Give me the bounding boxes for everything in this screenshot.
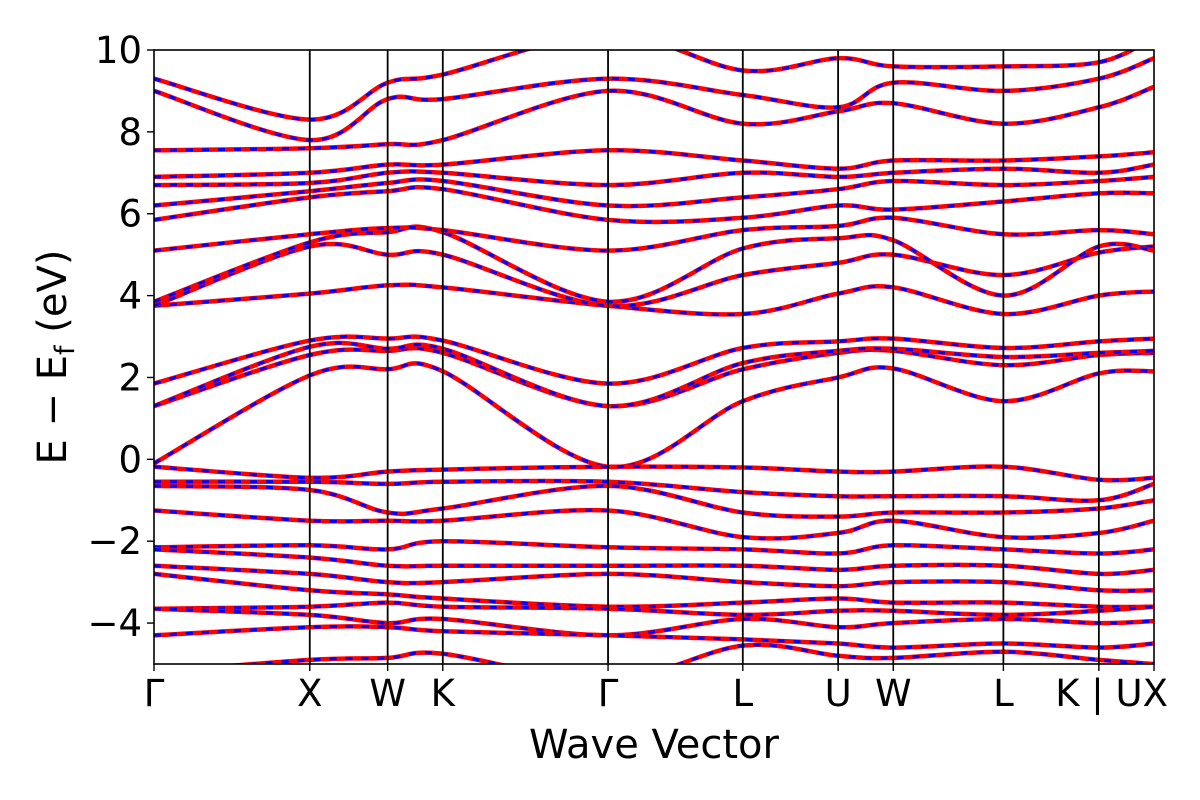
band-16-line — [154, 464, 1154, 483]
y-tick-label-5: 6 — [118, 193, 142, 236]
band-8 — [154, 215, 1154, 253]
band-18 — [154, 483, 1154, 519]
band-25-line — [154, 606, 1154, 638]
x-tick-label-3: K — [431, 672, 457, 715]
band-11-overlay — [154, 163, 1154, 187]
band-16 — [154, 464, 1154, 483]
band-4 — [154, 334, 1154, 386]
band-20 — [154, 538, 1154, 556]
band-10 — [154, 174, 1154, 209]
y-axis-title-sub: f — [50, 344, 81, 355]
band-4-overlay — [154, 335, 1154, 386]
y-tick-label-7: 10 — [95, 29, 142, 72]
plot-frame — [153, 49, 1155, 665]
band-23 — [154, 571, 1154, 610]
band-5-overlay — [154, 283, 1154, 316]
x-tick-label-5: L — [732, 672, 753, 715]
band-5 — [154, 282, 1154, 317]
x-tick-label-2: W — [369, 672, 406, 715]
band-6 — [154, 241, 1154, 309]
x-axis-title: Wave Vector — [529, 722, 780, 768]
band-11 — [154, 162, 1154, 188]
band-17-line — [154, 478, 1154, 503]
x-tick-label-9: K | U — [1055, 672, 1142, 715]
band-19-overlay — [154, 508, 1154, 540]
band-13 — [154, 84, 1154, 153]
y-tick-label-4: 4 — [118, 275, 142, 318]
high-symmetry-lines — [308, 50, 1100, 664]
band-9-line — [154, 185, 1154, 225]
band-8-overlay — [154, 216, 1154, 253]
y-tick-label-3: 2 — [118, 356, 142, 399]
band-21-line — [154, 547, 1154, 577]
band-22 — [154, 563, 1154, 594]
x-tick-label-0: Γ — [144, 672, 165, 715]
band-12-line — [154, 148, 1154, 180]
band-24 — [154, 600, 1154, 618]
band-19 — [154, 507, 1154, 541]
band-27-line — [225, 642, 1154, 664]
band-9 — [154, 185, 1154, 225]
y-tick-label-1: −2 — [87, 520, 142, 563]
x-tick-label-4: Γ — [598, 672, 619, 715]
band-1 — [154, 361, 1154, 470]
band-23-line — [154, 571, 1154, 610]
band-25 — [154, 606, 1154, 638]
band-22-line — [154, 563, 1154, 594]
x-tick-label-8: L — [993, 672, 1014, 715]
band-7 — [154, 224, 1154, 304]
band-24-line — [154, 600, 1154, 618]
x-tick-label-1: X — [297, 672, 322, 715]
band-15-overlay — [154, 50, 1136, 122]
y-axis-title: E − Ef (eV) — [30, 250, 81, 465]
band-20-line — [154, 538, 1154, 556]
y-axis-title-main: E − E — [30, 355, 76, 465]
band-26-line — [154, 624, 1154, 650]
band-6-overlay — [154, 242, 1154, 308]
y-tick-label-0: −4 — [87, 602, 142, 645]
band-13-overlay — [154, 85, 1154, 152]
band-18-overlay — [154, 484, 1154, 519]
bands-layer — [154, 50, 1154, 664]
band-17 — [154, 478, 1154, 503]
x-tick-label-7: W — [875, 672, 912, 715]
band-1-overlay — [154, 361, 1154, 469]
band-2-overlay — [154, 346, 1154, 408]
y-axis-title-tail: (eV) — [30, 250, 76, 346]
band-12 — [154, 148, 1154, 180]
y-axis-ticks: −4 −2 0 2 4 6 8 10 — [87, 29, 154, 645]
band-2 — [154, 345, 1154, 409]
band-21 — [154, 547, 1154, 577]
band-27 — [225, 642, 1154, 664]
band-26 — [154, 624, 1154, 650]
band-10-line — [154, 174, 1154, 209]
x-tick-label-6: U — [825, 672, 852, 715]
x-tick-label-10: X — [1143, 672, 1168, 715]
y-tick-label-6: 8 — [118, 111, 142, 154]
y-tick-label-2: 0 — [118, 438, 142, 481]
band-7-overlay — [154, 225, 1154, 304]
